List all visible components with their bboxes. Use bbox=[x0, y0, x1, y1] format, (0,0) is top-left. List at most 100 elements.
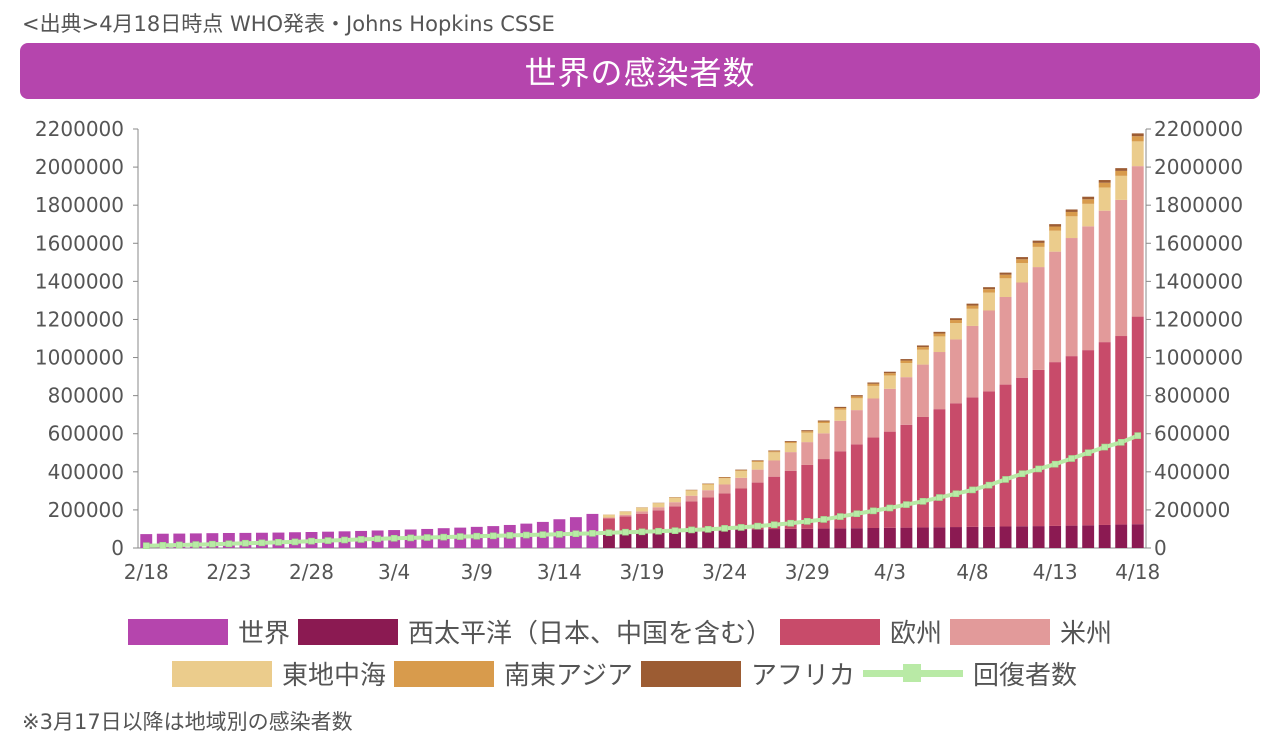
bar-segment bbox=[768, 529, 781, 548]
x-tick-label: 2/18 bbox=[124, 560, 169, 584]
recovered-marker bbox=[308, 537, 315, 545]
legend-item-eastern-mediterranean: 東地中海 bbox=[172, 655, 386, 692]
bar-segment bbox=[784, 441, 797, 444]
y-tick-label-left: 1600000 bbox=[35, 231, 124, 255]
y-tick-label-left: 1000000 bbox=[35, 346, 124, 370]
bar-segment bbox=[1049, 525, 1062, 548]
bar-segment bbox=[1016, 377, 1029, 527]
recovered-marker bbox=[374, 535, 381, 543]
bar-segment bbox=[702, 497, 715, 530]
bar-segment bbox=[850, 398, 863, 411]
bar-segment bbox=[834, 528, 847, 548]
bar-segment bbox=[933, 352, 946, 410]
bar-segment bbox=[883, 373, 896, 376]
bar-segment bbox=[189, 533, 202, 548]
legend-swatch-eastern-mediterranean bbox=[172, 660, 272, 687]
recovered-marker bbox=[324, 537, 332, 544]
bar-segment bbox=[817, 433, 830, 460]
bar-segment bbox=[718, 529, 731, 548]
y-tick-label-left: 400000 bbox=[48, 460, 124, 484]
x-tick-label: 3/9 bbox=[461, 560, 493, 584]
bar-segment bbox=[751, 461, 764, 463]
bar-segment bbox=[784, 443, 797, 453]
recovered-marker bbox=[754, 522, 761, 530]
bar-segment bbox=[867, 382, 880, 384]
bar-segment bbox=[966, 526, 979, 548]
bar-segment bbox=[652, 530, 665, 548]
bar-segment bbox=[735, 488, 748, 530]
y-tick-label-right: 800000 bbox=[1154, 384, 1230, 408]
bar-segment bbox=[652, 503, 665, 508]
bar-segment bbox=[916, 527, 929, 548]
bar-segment bbox=[834, 406, 847, 409]
y-tick-label-right: 1600000 bbox=[1154, 231, 1243, 255]
bar-segment bbox=[718, 493, 731, 530]
bar-segment bbox=[834, 408, 847, 410]
bar-segment bbox=[206, 533, 219, 548]
bar-segment bbox=[867, 398, 880, 438]
bar-segment bbox=[1049, 226, 1062, 231]
bar-segment bbox=[1049, 362, 1062, 526]
bar-segment bbox=[867, 383, 880, 386]
recovered-marker bbox=[919, 498, 927, 505]
bar-segment bbox=[1049, 230, 1062, 252]
recovered-marker bbox=[142, 542, 150, 550]
bar-segment bbox=[1131, 166, 1144, 317]
bar-segment bbox=[801, 431, 814, 433]
bar-segment bbox=[900, 359, 913, 361]
bar-segment bbox=[685, 530, 698, 548]
bar-segment bbox=[768, 452, 781, 461]
source-caption: <出典>4月18日時点 WHO発表・Johns Hopkins CSSE bbox=[22, 12, 555, 36]
recovered-marker bbox=[225, 540, 233, 548]
recovered-marker bbox=[688, 526, 695, 534]
bar-segment bbox=[784, 452, 797, 471]
bar-segment bbox=[867, 528, 880, 548]
bar-segment bbox=[883, 527, 896, 548]
recovered-marker bbox=[1018, 470, 1026, 478]
legend-item-americas: 米州 bbox=[950, 613, 1112, 650]
bar-segment bbox=[801, 528, 814, 548]
recovered-marker bbox=[209, 540, 216, 548]
recovered-marker bbox=[952, 490, 960, 498]
x-tick-label: 3/24 bbox=[702, 560, 747, 584]
bar-segment bbox=[950, 339, 962, 404]
bar-segment bbox=[1098, 182, 1111, 188]
bar-segment bbox=[916, 347, 929, 350]
bar-segment bbox=[1016, 282, 1029, 378]
bar-segment bbox=[718, 477, 731, 479]
legend-swatch-southeast-asia bbox=[394, 660, 495, 687]
bar-segment bbox=[751, 469, 764, 483]
bar-segment bbox=[1082, 203, 1095, 227]
bar-segment bbox=[1049, 251, 1062, 363]
bar-segment bbox=[801, 442, 814, 465]
bar-segment bbox=[950, 318, 962, 321]
recovered-marker bbox=[770, 521, 778, 529]
bar-segment bbox=[916, 364, 929, 417]
recovered-marker bbox=[523, 531, 530, 539]
y-tick-label-right: 1000000 bbox=[1154, 346, 1243, 370]
bar-segment bbox=[999, 296, 1012, 385]
bar-segment bbox=[999, 384, 1012, 527]
bar-segment bbox=[1098, 342, 1111, 525]
bar-segment bbox=[702, 529, 715, 548]
bar-segment bbox=[950, 320, 962, 324]
legend-label-africa: アフリカ bbox=[750, 661, 855, 691]
bar-segment bbox=[933, 333, 946, 337]
bar-segment bbox=[933, 409, 946, 528]
recovered-marker bbox=[159, 542, 167, 549]
y-tick-label-left: 600000 bbox=[48, 422, 124, 446]
y-tick-label-left: 0 bbox=[111, 536, 124, 560]
bar-segment bbox=[603, 514, 615, 518]
bar-segment bbox=[1032, 240, 1045, 243]
bar-segment bbox=[933, 331, 946, 334]
bar-segment bbox=[1131, 524, 1144, 548]
bar-segment bbox=[751, 482, 764, 530]
recovered-marker bbox=[936, 494, 943, 501]
recovered-marker bbox=[572, 530, 580, 538]
bar-segment bbox=[900, 363, 913, 378]
bar-segment bbox=[1065, 216, 1078, 239]
recovered-marker bbox=[473, 532, 481, 540]
bar-segment bbox=[1131, 316, 1144, 525]
title-banner: 世界の感染者数 bbox=[20, 43, 1260, 99]
bar-segment bbox=[768, 450, 781, 452]
